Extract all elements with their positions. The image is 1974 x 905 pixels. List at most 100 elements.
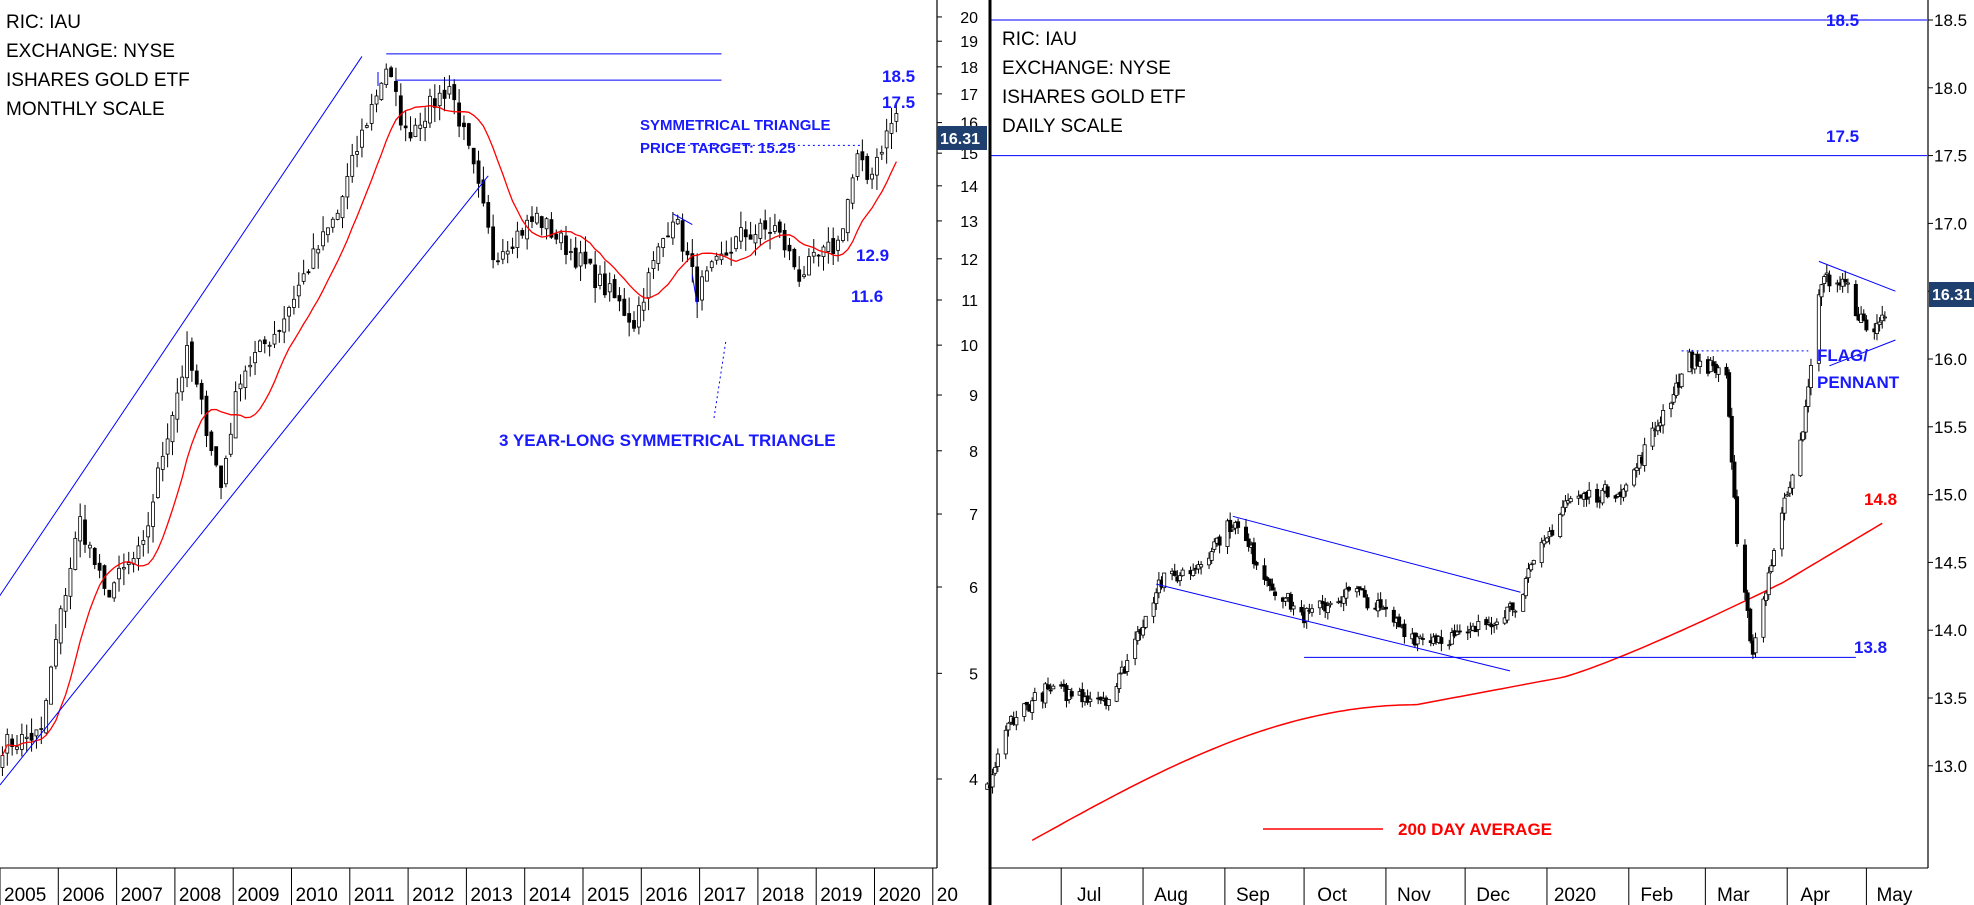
triangle-upper-trendline [672,213,693,225]
candle-body [1864,319,1869,331]
candle-body [175,392,180,420]
daily-info-exchange: EXCHANGE: NYSE [1002,58,1171,79]
candle-body [1098,696,1103,701]
candle-body [39,728,44,730]
monthly-y-tick-label: 19 [960,34,978,51]
candle-body [1014,717,1019,726]
candle-body [1803,406,1808,433]
candle-body [1748,608,1753,642]
candle-body [539,216,544,229]
candle-body [870,173,874,180]
candle-body [1199,564,1204,568]
daily-x-tick-label: Dec [1476,885,1510,905]
monthly-x-tick-label: 2005 [4,885,46,905]
candle-body [160,455,165,470]
candle-body [214,446,219,466]
candle-body [335,212,340,220]
monthly-time-axis: 2005 2006 2007 2008 2009 2010 2011 2012 2013 2014… [0,867,958,905]
channel-lower-trendline [0,175,489,786]
candle-body [1180,569,1185,577]
candle-body [301,273,306,282]
monthly-y-tick-label: 7 [969,507,978,524]
candle-body [894,113,899,122]
candle-body [743,229,748,238]
candle-body [1455,631,1460,636]
candle-body [1779,512,1784,550]
candle-body [1808,365,1813,388]
candle-body [408,132,413,139]
candle-body [1365,597,1370,609]
pennant-label: PENNANT [1817,373,1900,392]
candle-body [1679,373,1684,388]
candle-body [1632,469,1637,486]
daily-200-day-average-line [1031,522,1883,842]
candle-body [306,271,311,274]
monthly-x-tick-label: 2016 [645,885,687,905]
pennant-lower-line [1829,339,1896,367]
candle-body [1246,538,1251,547]
daily-x-tick-label: Aug [1154,885,1188,905]
candle-body [146,525,151,538]
candle-body [500,251,505,260]
candle-body [1769,565,1774,572]
candle-body [1787,486,1792,494]
candle-body [612,279,617,299]
candle-body [1154,592,1159,604]
candle-body [1032,692,1037,701]
daily-x-tick-label: Sep [1236,885,1270,905]
monthly-x-tick-label: 2009 [237,885,279,905]
monthly-x-tick-label: 2017 [704,885,746,905]
candle-body [797,269,802,282]
monthly-y-tick-label: 4 [969,772,978,789]
candle-body [34,729,39,737]
candle-body [1624,484,1629,492]
candle-body [1698,360,1703,367]
candle-body [1671,394,1676,403]
daily-level-label-13-8: 13.8 [1854,638,1887,657]
candle-body [1843,279,1848,283]
monthly-info-block: RIC: IAU EXCHANGE: NYSE ISHARES GOLD ETF… [6,12,190,120]
monthly-info-ric: RIC: IAU [6,12,81,33]
monthly-x-tick-label: 2006 [62,885,104,905]
candle-body [476,160,481,184]
candle-body [1262,565,1267,580]
candle-body [734,236,738,250]
candle-body [1043,683,1048,704]
candle-body [199,382,204,400]
candle-body [15,746,19,750]
daily-level-label-17-5: 17.5 [1826,127,1859,146]
candle-body [1357,586,1362,589]
daily-last-price-tag: 16.31 [1929,282,1974,307]
daily-y-tick-label: 16.0 [1934,350,1967,369]
candle-body [1605,486,1610,498]
daily-x-tick-label: 2020 [1554,885,1596,905]
candle-body [1531,560,1536,565]
candle-body [1344,588,1349,599]
daily-info-scale: DAILY SCALE [1002,116,1123,137]
candle-body [875,156,879,176]
candle-body [1420,638,1425,640]
candle-body [850,177,855,204]
candle-body [180,376,185,393]
candle-body [1003,729,1008,755]
candle-body [841,228,845,241]
candle-body [1772,550,1777,566]
candle-body [1291,605,1296,610]
daily-y-tick-label: 14.0 [1934,621,1967,640]
candle-body [228,433,233,455]
candle-body [1114,686,1119,702]
candle-body [369,104,374,124]
candle-body [1415,636,1420,645]
monthly-level-label-18-5: 18.5 [882,67,915,86]
candle-body [112,582,117,599]
candle-body [1383,606,1388,610]
candle-body [1397,616,1402,628]
candle-body [267,344,272,347]
candle-body [1661,410,1666,426]
candle-body [1151,602,1156,617]
candle-body [1117,673,1122,689]
candle-body [685,250,690,256]
daily-x-tick-label: Nov [1397,885,1431,905]
candle-body [826,241,831,252]
